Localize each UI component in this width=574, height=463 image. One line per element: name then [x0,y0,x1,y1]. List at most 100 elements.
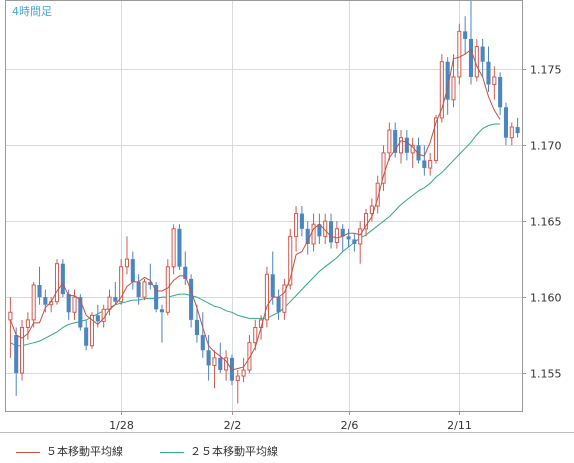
candle-up [288,235,293,286]
candle-up [54,263,60,303]
candle-down [189,278,194,320]
candle-up [358,228,363,245]
y-tick-label: 1.175 [530,64,562,77]
ma25-line-layer [10,123,501,347]
candle-down [468,38,474,77]
candle-up [311,223,316,245]
plot-border [5,0,523,412]
candle-up [387,129,392,154]
candle-down [200,335,205,351]
candle-down [352,239,357,244]
candle-down [515,127,520,134]
candle-up [171,228,176,268]
candle-down [159,309,165,313]
candle-up [72,296,77,313]
y-axis: 1.155 1.160 1.165 1.170 1.175 [522,64,562,381]
candle-down [299,213,304,229]
candle-up [8,311,13,321]
candle-down [78,297,83,328]
candle-up [439,61,444,119]
candlestick-chart: 1.155 1.160 1.165 1.170 1.175 1/28 2/2 2/6 2/11… [5,0,562,432]
candle-up [165,266,170,313]
candle-down [130,259,135,282]
candle-up [19,326,25,374]
candle-up [31,284,36,321]
candle-down [177,228,182,267]
candle-down [480,46,485,62]
ma5-swatch [16,451,40,453]
candle-up [241,369,246,377]
candle-up [363,213,369,230]
candle-up [433,117,439,161]
y-tick-label: 1.170 [530,140,562,153]
candle-up [457,30,462,78]
legend-label-ma5: ５本移動平均線 [46,445,123,458]
candle-down [206,350,211,366]
candle-up [124,258,130,268]
x-tick-label: 2/11 [447,419,472,432]
candle-up [428,159,433,169]
candle-down [276,297,281,313]
candle-up [107,296,112,310]
candle-down [154,284,159,310]
candle-down [270,274,275,298]
x-tick-label: 2/6 [341,419,359,432]
chart-title: 4時間足 [12,5,52,18]
candle-down [422,160,427,169]
candle-down [393,130,398,153]
candle-down [498,76,503,108]
x-tick-label: 2/2 [224,419,242,432]
candle-up [334,228,339,243]
candle-up [451,76,456,101]
candle-down [416,145,421,161]
candle-down [183,266,188,279]
candle-down [404,137,409,153]
y-tick-label: 1.160 [530,292,562,305]
candle-down [14,335,19,374]
candle-down [84,327,89,346]
candle-down [66,294,71,313]
x-axis: 1/28 2/2 2/6 2/11 [109,411,472,432]
candle-down [136,281,141,298]
candle-down [486,61,491,85]
candle-up [25,319,30,328]
candle-down [95,315,100,322]
candle-up [398,137,404,154]
candle-up [375,182,380,207]
candle-up [212,357,217,366]
candle-up [253,326,258,344]
legend-item-ma5: ５本移動平均線 [16,443,123,459]
ma5-line-layer [9,48,501,371]
candle-down [37,284,42,298]
candle-down [329,221,334,243]
candle-down [194,319,199,336]
candle-down [346,236,351,240]
candle-down [503,107,509,138]
candle-down [305,228,310,244]
candle-up [235,375,240,382]
candle-down [218,357,223,370]
candle-up [492,76,497,86]
candle-up [89,314,95,347]
candle-down [43,297,48,305]
candle-up [247,342,252,371]
ma5-line [9,48,501,371]
candle-up [381,152,386,184]
candle-up [294,213,299,237]
candle-up [282,284,287,313]
candle-down [113,297,118,302]
grid [6,1,522,411]
candle-down [148,281,153,285]
legend: ５本移動平均線 ２５本移動平均線 [0,432,574,463]
ma25-swatch [160,451,184,453]
candle-down [60,263,65,295]
candle-down [463,31,468,39]
legend-label-ma25: ２５本移動平均線 [190,445,278,458]
candle-up [142,281,147,298]
candle-up [264,273,269,321]
legend-item-ma25: ２５本移動平均線 [160,443,278,459]
y-tick-label: 1.165 [530,216,562,229]
ma25-line [10,123,501,347]
candle-up [119,266,124,303]
